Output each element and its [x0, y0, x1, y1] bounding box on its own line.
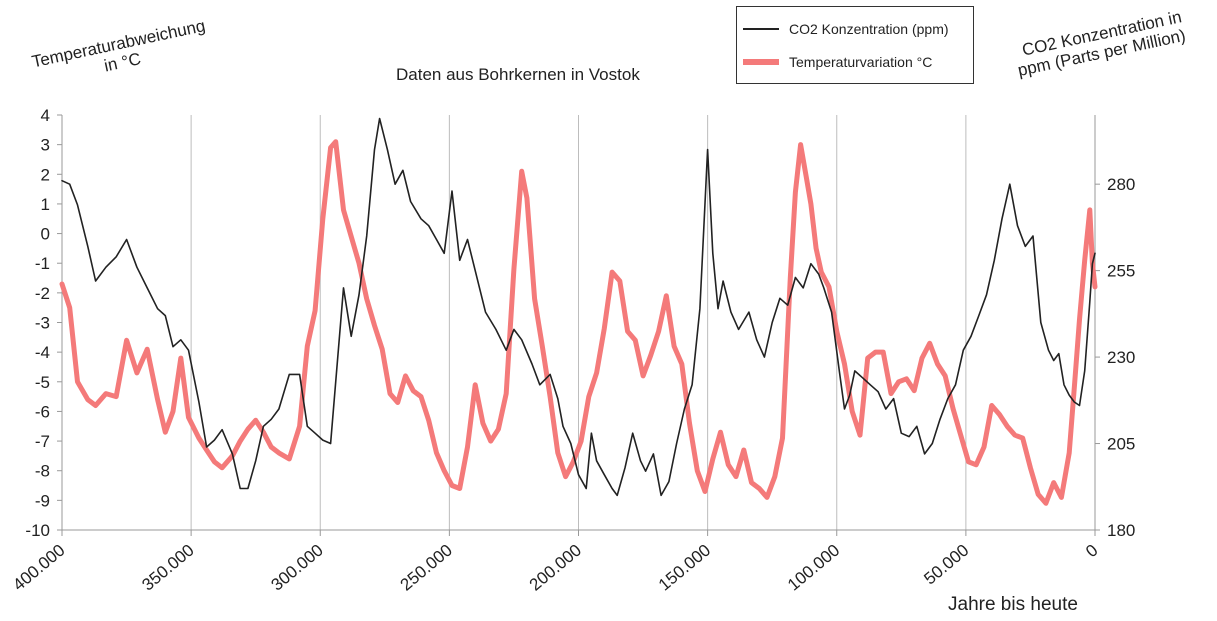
y-left-tick-label: 1 — [41, 195, 50, 214]
x-tick-label: 350.000 — [138, 541, 197, 595]
x-tick-label: 100.000 — [784, 541, 843, 595]
grid-lines — [61, 115, 1096, 530]
y-left-tick-label: 0 — [41, 225, 50, 244]
y-left-tick-label: -6 — [35, 402, 50, 421]
x-tick-label: 200.000 — [526, 541, 585, 595]
x-tick-label: 150.000 — [655, 541, 714, 595]
y-right-tick-label: 255 — [1107, 262, 1135, 281]
y-left-tick-label: 2 — [41, 165, 50, 184]
x-axis-label: Jahre bis heute — [948, 594, 1078, 615]
y-left-tick-label: -3 — [35, 314, 50, 333]
axes — [57, 114, 1100, 536]
y-left-tick-label: 4 — [41, 106, 50, 125]
y-left-tick-label: -7 — [35, 432, 50, 451]
x-tick-label: 400.000 — [9, 541, 68, 595]
co2-series-line — [61, 117, 1096, 497]
legend-swatch-co2 — [743, 28, 779, 30]
legend-label-temperature: Temperaturvariation °C — [789, 54, 933, 70]
tick-label-layer: 400.000 350.000 300.000 250.000 200.000 150.0… — [9, 106, 1135, 595]
y-left-tick-label: -2 — [35, 284, 50, 303]
y-left-tick-label: -10 — [25, 521, 50, 540]
legend-label-co2: CO2 Konzentration (ppm) — [789, 21, 949, 37]
chart-title: Daten aus Bohrkernen in Vostok — [396, 65, 640, 84]
y-right-tick-label: 180 — [1107, 521, 1135, 540]
y-left-tick-label: -1 — [35, 254, 50, 273]
legend: CO2 Konzentration (ppm) Temperaturvariat… — [736, 6, 974, 84]
y-left-tick-label: -5 — [35, 373, 50, 392]
y-left-tick-label: -9 — [35, 491, 50, 510]
x-tick-label: 50.000 — [920, 541, 972, 589]
y-right-tick-label: 205 — [1107, 435, 1135, 454]
legend-item-temperature: Temperaturvariation °C — [743, 52, 932, 72]
series-layer — [59, 117, 1098, 506]
temperature-series-line — [59, 139, 1098, 506]
legend-item-co2: CO2 Konzentration (ppm) — [743, 19, 949, 39]
y-left-tick-label: 3 — [41, 136, 50, 155]
y-left-tick-label: -4 — [35, 343, 50, 362]
x-tick-label: 250.000 — [397, 541, 456, 595]
y-right-tick-label: 230 — [1107, 348, 1135, 367]
y-left-tick-label: -8 — [35, 462, 50, 481]
y-right-tick-label: 280 — [1107, 175, 1135, 194]
legend-swatch-temperature — [743, 59, 779, 65]
x-tick-label: 300.000 — [268, 541, 327, 595]
x-tick-label: 0 — [1082, 541, 1101, 562]
